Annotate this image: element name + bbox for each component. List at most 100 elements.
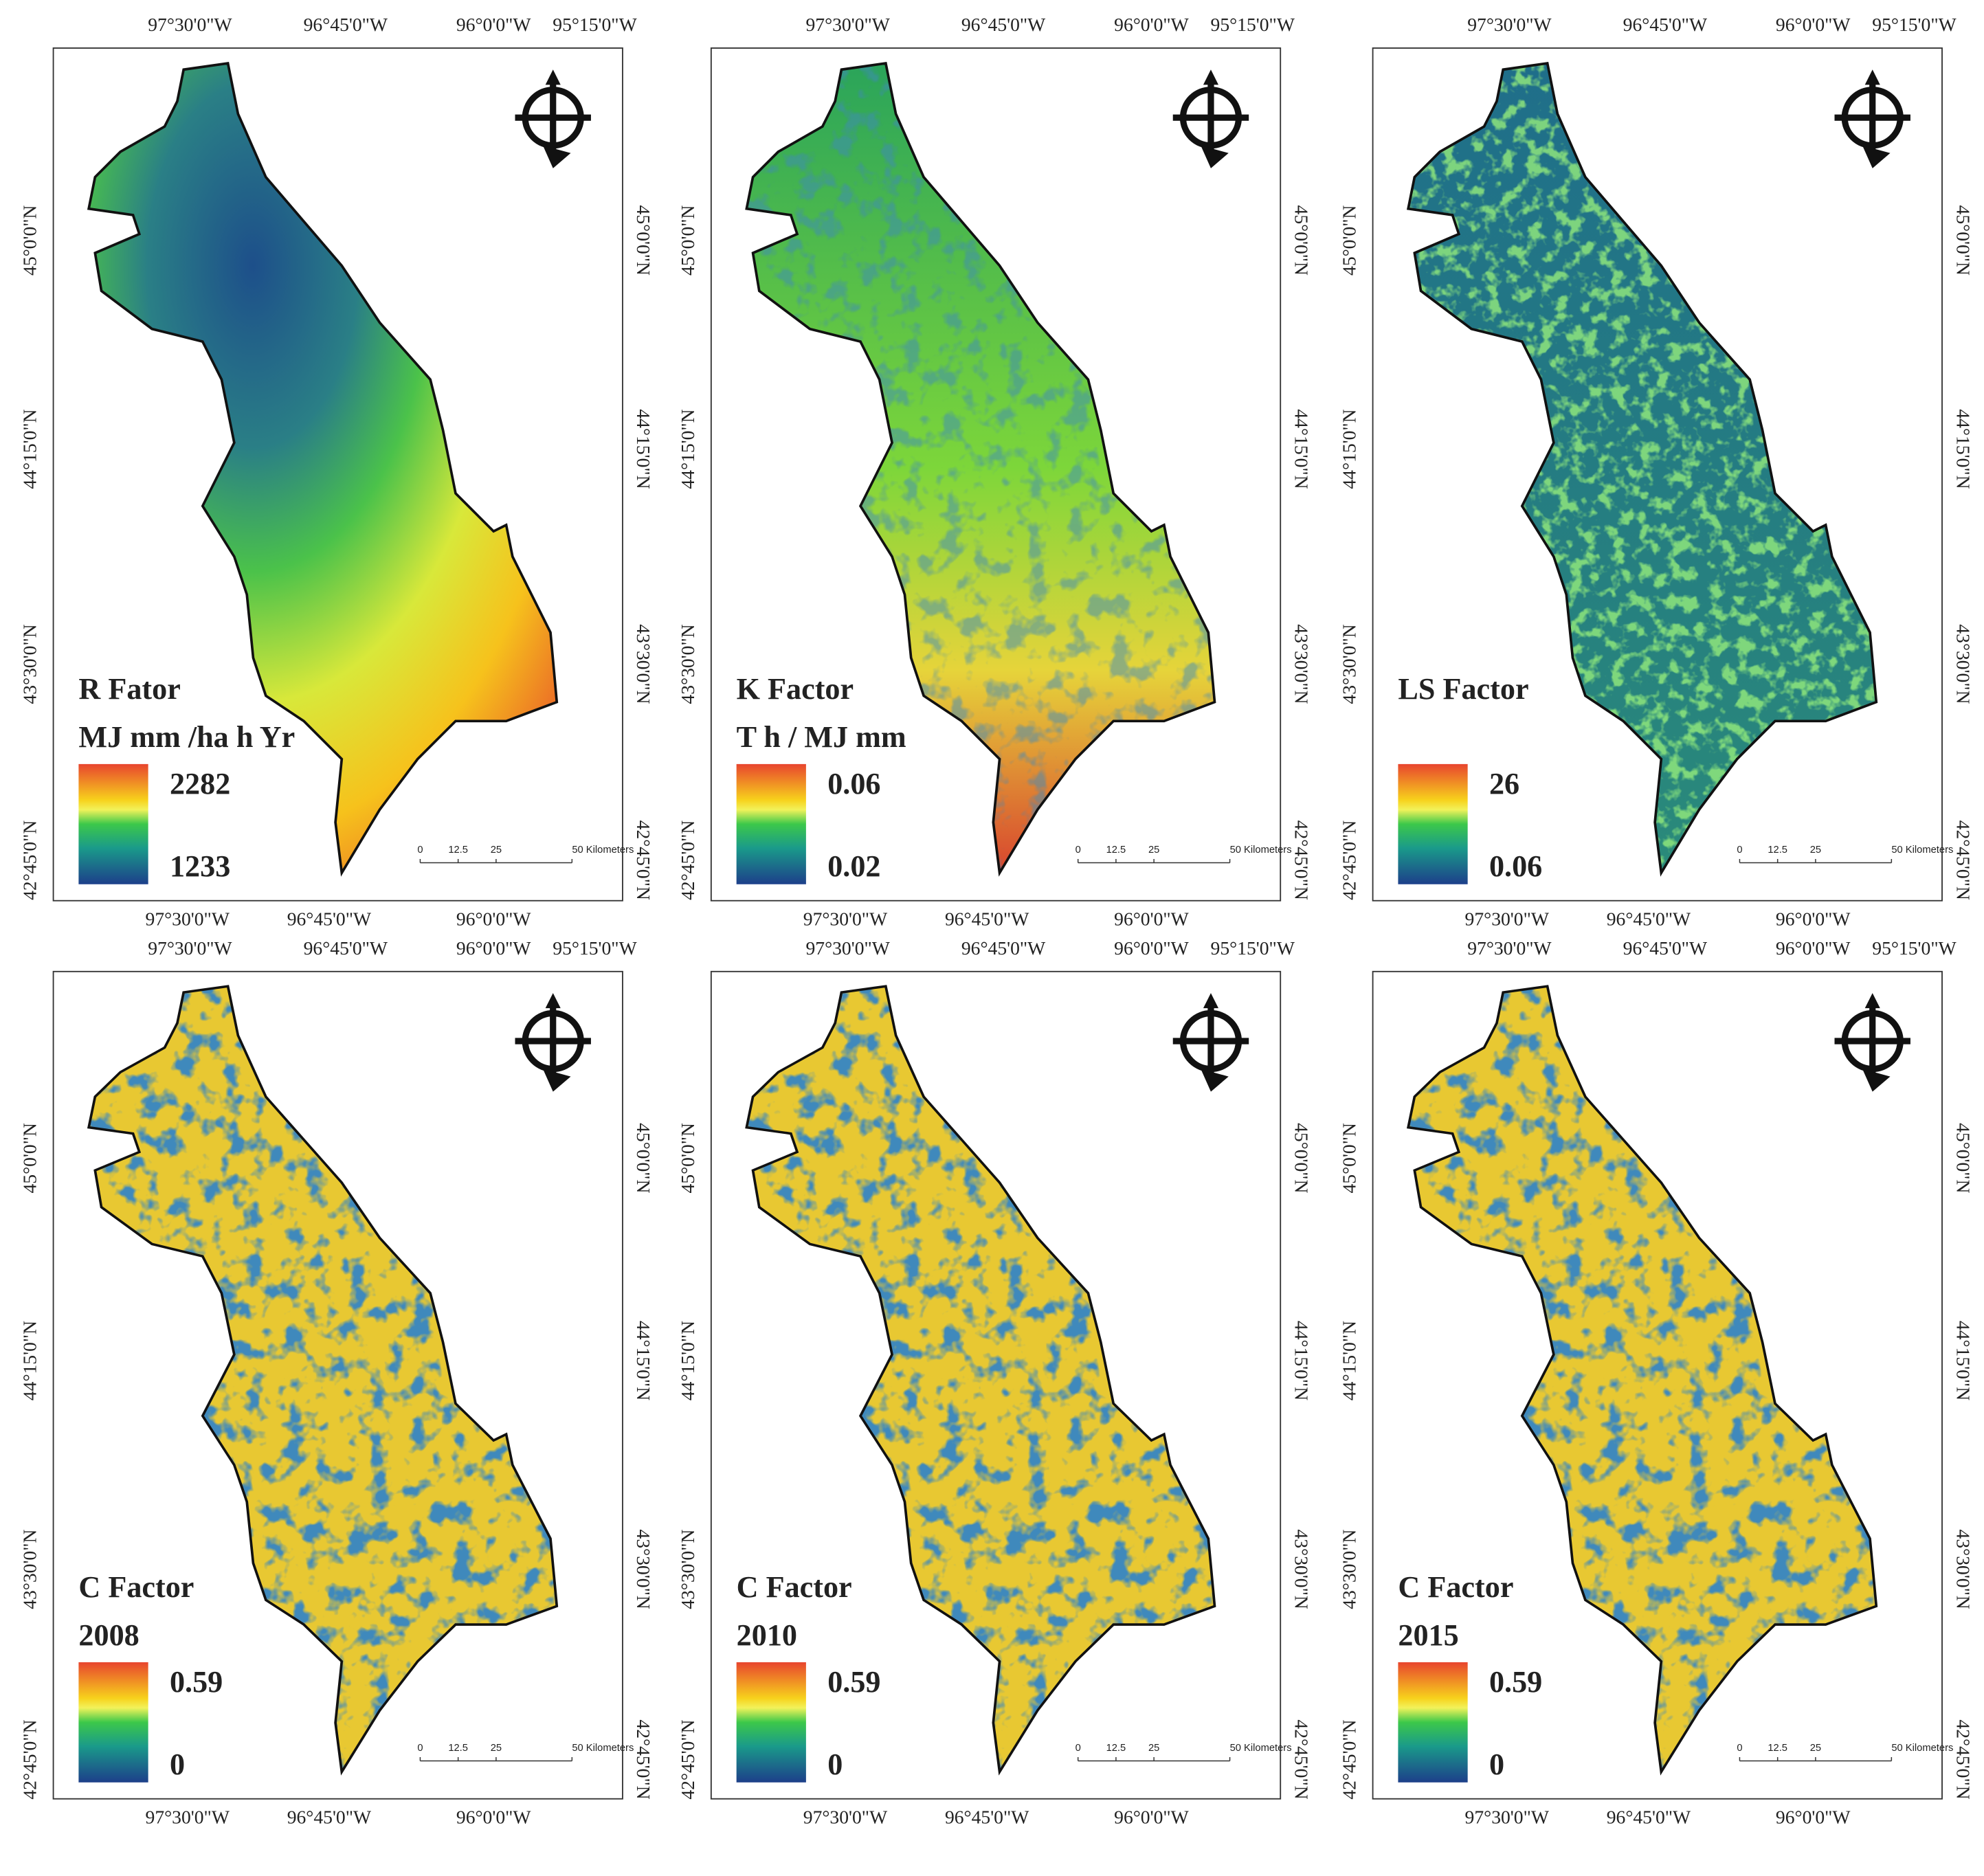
latitude-label: 45°0'0"N	[1339, 1123, 1360, 1194]
map-panel: 0 12.5 25 50 Kilometers C Factor 2015 0.59 0 97°…	[1339, 937, 1974, 1828]
scale-bar-label: 0	[1737, 1743, 1742, 1754]
longitude-label: 96°0'0"W	[1114, 14, 1189, 35]
latitude-label: 43°30'0"N	[1339, 624, 1360, 704]
legend-subtitle: MJ mm /ha h Yr	[78, 720, 295, 754]
map-panel: 0 12.5 25 50 Kilometers R Fator MJ mm /ha h Y…	[19, 14, 655, 929]
scale-bar-label: 50 Kilometers	[572, 1743, 634, 1754]
latitude-label: 43°30'0"N	[677, 1529, 698, 1609]
longitude-label: 97°30'0"W	[1467, 14, 1551, 35]
scale-bar-label: 12.5	[1768, 1743, 1787, 1754]
north-arrow	[1172, 993, 1249, 1092]
latitude-label: 43°30'0"N	[1952, 1530, 1974, 1609]
longitude-label: 96°45'0"W	[1623, 14, 1707, 35]
longitude-label: 97°30'0"W	[805, 14, 889, 35]
legend-max: 26	[1489, 767, 1519, 801]
longitude-label: 96°0'0"W	[1114, 908, 1189, 929]
longitude-label: 97°30'0"W	[803, 908, 887, 929]
longitude-label: 97°30'0"W	[805, 937, 889, 959]
latitude-label: 43°30'0"N	[1291, 624, 1312, 704]
legend-min: 1233	[170, 849, 230, 883]
longitude-label: 96°45'0"W	[287, 1807, 371, 1828]
latitude-label: 42°45'0"N	[1291, 1719, 1312, 1799]
longitude-label: 96°45'0"W	[1607, 908, 1691, 929]
legend-subtitle: 2008	[78, 1618, 139, 1652]
longitude-label: 97°30'0"W	[148, 14, 232, 35]
longitude-label: 95°15'0"W	[553, 14, 636, 35]
latitude-label: 45°0'0"N	[1291, 205, 1312, 276]
legend-min: 0.06	[1489, 849, 1542, 883]
longitude-label: 97°30'0"W	[1465, 1807, 1549, 1828]
latitude-label: 44°15'0"N	[19, 409, 41, 489]
latitude-label: 44°15'0"N	[1339, 409, 1360, 489]
latitude-label: 42°45'0"N	[19, 820, 41, 900]
legend-ramp	[1398, 763, 1468, 884]
legend-title: C Factor	[78, 1570, 194, 1604]
north-arrow-cross	[1172, 1003, 1249, 1082]
legend-title: C Factor	[737, 1570, 852, 1604]
longitude-label: 96°45'0"W	[1607, 1807, 1691, 1828]
latitude-label: 45°0'0"N	[19, 1123, 41, 1194]
legend-subtitle: 2015	[1398, 1618, 1458, 1652]
legend-max: 2282	[170, 767, 230, 801]
north-arrow	[1172, 69, 1249, 168]
north-arrow	[1834, 993, 1910, 1092]
longitude-label: 95°15'0"W	[553, 937, 636, 959]
longitude-label: 97°30'0"W	[146, 908, 230, 929]
latitude-label: 42°45'0"N	[19, 1719, 41, 1799]
scale-bar	[419, 1756, 573, 1762]
scale-bar-label: 12.5	[1106, 1743, 1126, 1754]
latitude-label: 42°45'0"N	[677, 1719, 698, 1799]
longitude-label: 95°15'0"W	[1872, 14, 1956, 35]
latitude-label: 43°30'0"N	[1952, 624, 1974, 704]
latitude-label: 42°45'0"N	[1952, 1719, 1974, 1799]
longitude-label: 97°30'0"W	[148, 937, 232, 959]
latitude-label: 44°15'0"N	[633, 409, 654, 489]
latitude-label: 44°15'0"N	[1952, 409, 1974, 489]
north-arrow	[515, 993, 591, 1092]
latitude-label: 44°15'0"N	[1339, 1321, 1360, 1400]
scale-bar-label: 25	[1148, 1743, 1159, 1754]
scale-bar-label: 25	[491, 1743, 502, 1754]
north-arrow	[1834, 69, 1910, 168]
north-arrow-cross	[515, 79, 591, 159]
scale-bar-label: 50 Kilometers	[1230, 845, 1292, 856]
latitude-label: 44°15'0"N	[633, 1321, 654, 1400]
legend-title: R Fator	[78, 672, 180, 706]
latitude-label: 45°0'0"N	[1339, 205, 1360, 276]
north-arrow	[515, 69, 591, 168]
legend-title: K Factor	[737, 672, 854, 706]
latitude-label: 43°30'0"N	[19, 624, 41, 704]
map-panel: 0 12.5 25 50 Kilometers C Factor 2010 0.59 0 97°…	[677, 937, 1313, 1828]
legend-max: 0.59	[827, 1665, 880, 1699]
latitude-label: 45°0'0"N	[677, 205, 698, 276]
longitude-label: 96°45'0"W	[961, 14, 1045, 35]
longitude-label: 96°0'0"W	[456, 1807, 531, 1828]
legend-min: 0.02	[827, 849, 880, 883]
longitude-label: 96°45'0"W	[945, 908, 1029, 929]
latitude-label: 45°0'0"N	[1952, 205, 1974, 276]
scale-bar-label: 12.5	[1106, 845, 1126, 856]
legend-ramp	[1398, 1662, 1468, 1783]
legend-subtitle: 2010	[737, 1618, 797, 1652]
latitude-label: 42°45'0"N	[1339, 1719, 1360, 1799]
scale-bar-label: 50 Kilometers	[572, 845, 634, 856]
legend-max: 0.06	[827, 767, 880, 801]
longitude-label: 96°0'0"W	[1114, 937, 1189, 959]
longitude-label: 95°15'0"W	[1211, 937, 1295, 959]
latitude-label: 42°45'0"N	[1339, 820, 1360, 900]
scale-bar-label: 50 Kilometers	[1891, 1743, 1953, 1754]
scale-bar	[1077, 1756, 1231, 1762]
latitude-label: 42°45'0"N	[633, 1719, 654, 1799]
map-panel: 0 12.5 25 50 Kilometers LS Factor 26 0.06 97°30…	[1339, 14, 1974, 929]
longitude-label: 96°45'0"W	[287, 908, 371, 929]
longitude-label: 96°45'0"W	[961, 937, 1045, 959]
longitude-label: 96°45'0"W	[304, 14, 388, 35]
latitude-label: 42°45'0"N	[677, 820, 698, 900]
scale-bar-label: 25	[1810, 845, 1821, 856]
latitude-label: 43°30'0"N	[1339, 1529, 1360, 1609]
scale-bar-label: 25	[491, 845, 502, 856]
latitude-label: 45°0'0"N	[677, 1123, 698, 1194]
latitude-label: 45°0'0"N	[633, 205, 654, 276]
scale-bar-label: 12.5	[448, 1743, 468, 1754]
longitude-label: 96°45'0"W	[945, 1807, 1029, 1828]
